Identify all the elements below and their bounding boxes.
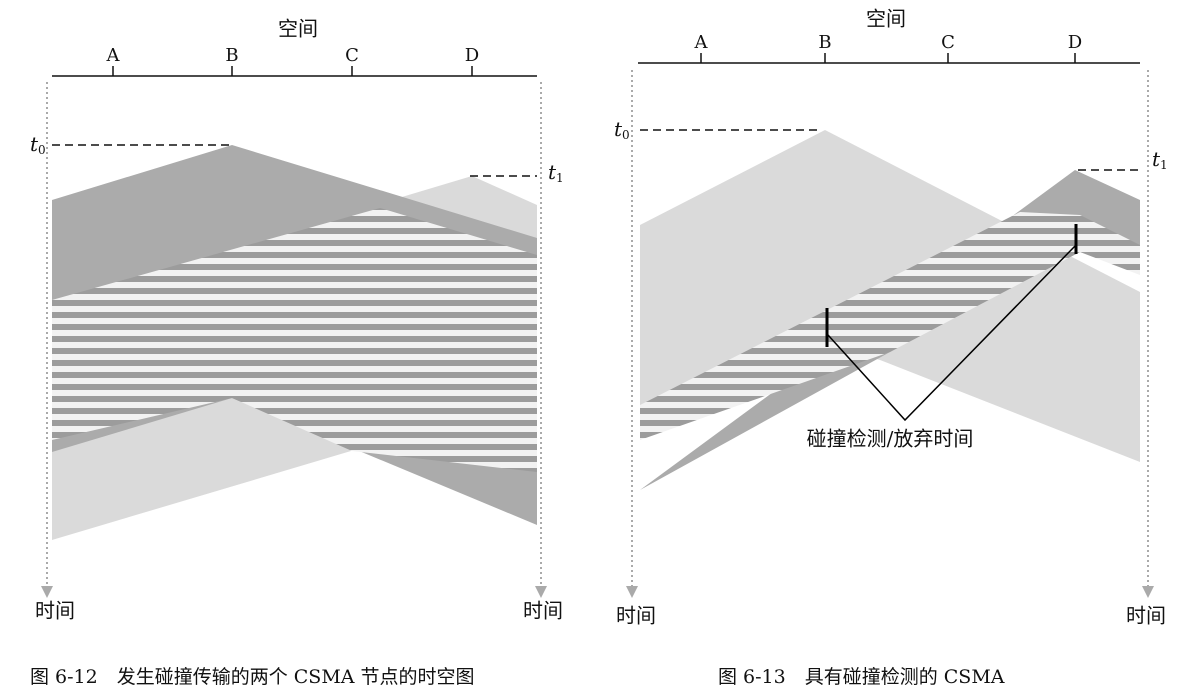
subscript: 0 <box>38 143 46 157</box>
node-label: B <box>225 45 238 66</box>
annotation: 碰撞检测/放弃时间 <box>807 427 974 451</box>
pointer <box>827 244 1077 422</box>
subscript: 1 <box>1160 158 1168 172</box>
figure-right: 空间 A B C D t0 t1 碰撞检测/放弃时间 时间 时间 图 6-13 … <box>614 7 1168 689</box>
caption: 图 6-13 具有碰撞检测的 CSMA <box>718 666 1005 688</box>
symbol: t <box>30 132 39 156</box>
time-label: 时间 <box>35 599 75 623</box>
t1-label: t1 <box>1152 147 1168 172</box>
symbol: t <box>1152 147 1161 171</box>
node-label: D <box>465 45 479 66</box>
node-label: C <box>941 32 955 53</box>
subscript: 1 <box>556 171 564 185</box>
t0-label: t0 <box>30 132 46 157</box>
symbol: t <box>548 160 557 184</box>
t0-label: t0 <box>614 117 630 142</box>
time-label: 时间 <box>616 604 656 628</box>
symbol: t <box>614 117 623 141</box>
time-label: 时间 <box>1126 604 1166 628</box>
node-label: B <box>818 32 831 53</box>
collision-overlap <box>640 212 1140 440</box>
subscript: 0 <box>622 128 630 142</box>
node-label: C <box>345 45 359 66</box>
figure-left: 空间 A B C D t0 t1 时间 时间 图 6-12 发生碰撞传输的两个 … <box>30 17 564 689</box>
caption: 图 6-12 发生碰撞传输的两个 CSMA 节点的时空图 <box>30 666 475 688</box>
space-label: 空间 <box>278 17 318 41</box>
t1-label: t1 <box>548 160 564 185</box>
collision-overlap <box>52 208 537 472</box>
node-label: D <box>1068 32 1082 53</box>
node-label: A <box>694 32 709 53</box>
space-label: 空间 <box>866 7 906 31</box>
node-label: A <box>106 45 121 66</box>
time-label: 时间 <box>523 599 563 623</box>
